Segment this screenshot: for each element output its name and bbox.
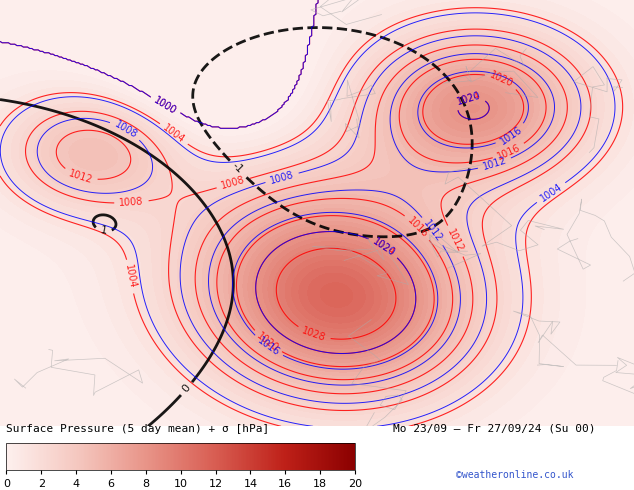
Text: 1016: 1016 xyxy=(498,124,524,147)
Text: 1008: 1008 xyxy=(119,197,144,208)
Text: 1000: 1000 xyxy=(152,95,178,116)
Text: 1020: 1020 xyxy=(371,236,397,258)
Text: 1004: 1004 xyxy=(123,264,138,290)
Text: 1004: 1004 xyxy=(538,181,564,203)
Text: Mo 23/09 – Fr 27/09/24 (Su 00): Mo 23/09 – Fr 27/09/24 (Su 00) xyxy=(393,424,595,434)
Text: Surface Pressure (5 day mean) + σ [hPa]: Surface Pressure (5 day mean) + σ [hPa] xyxy=(6,424,269,434)
Text: 1012: 1012 xyxy=(67,168,94,185)
Text: 1008: 1008 xyxy=(269,170,295,186)
Text: 1020: 1020 xyxy=(488,70,515,90)
Text: 1016: 1016 xyxy=(256,335,281,358)
Text: 1008: 1008 xyxy=(220,175,247,191)
Text: 1004: 1004 xyxy=(161,122,186,145)
Text: 1000: 1000 xyxy=(152,95,178,116)
Text: 1024: 1024 xyxy=(455,90,482,107)
Text: 1020: 1020 xyxy=(255,331,280,354)
Text: 1016: 1016 xyxy=(496,142,522,161)
Text: 1012: 1012 xyxy=(446,228,465,254)
Text: 1008: 1008 xyxy=(112,119,139,140)
Text: 1016: 1016 xyxy=(406,215,430,239)
Text: ©weatheronline.co.uk: ©weatheronline.co.uk xyxy=(456,470,574,480)
Text: 1012: 1012 xyxy=(481,155,508,172)
Text: 1028: 1028 xyxy=(301,325,327,343)
Text: 0: 0 xyxy=(181,383,193,394)
Text: 1012: 1012 xyxy=(422,218,444,244)
Text: 1024: 1024 xyxy=(371,236,397,258)
Text: 1: 1 xyxy=(99,225,108,237)
Text: 1020: 1020 xyxy=(455,90,482,107)
Text: -1: -1 xyxy=(230,161,245,175)
